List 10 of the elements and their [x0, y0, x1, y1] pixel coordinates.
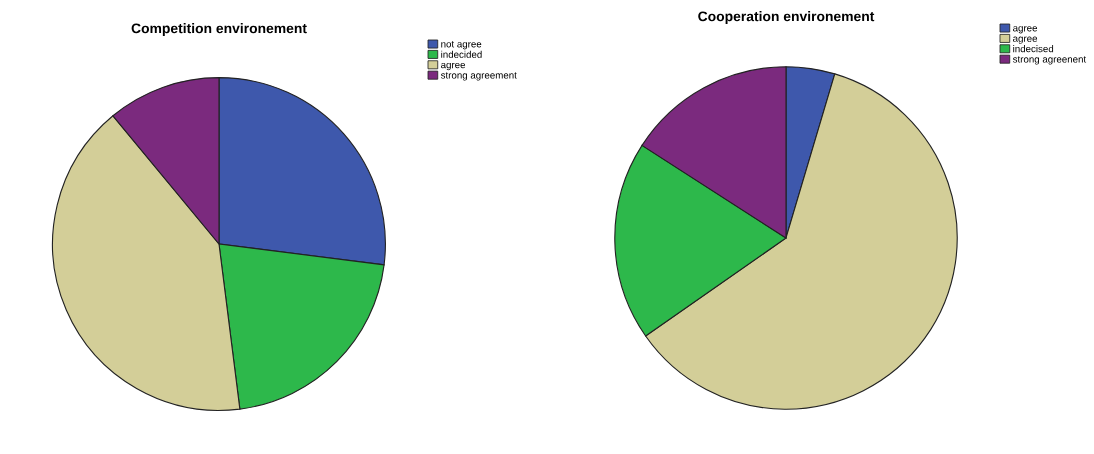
legend-label: not agree — [441, 41, 482, 50]
legend-label: strong agreenent — [1012, 56, 1087, 65]
legend-label: agree — [1013, 26, 1038, 34]
legend-label: agree — [441, 62, 466, 71]
chart-title: Cooperation environement — [698, 11, 875, 24]
chart-title: Competition environement — [131, 23, 307, 36]
legend-label: agree — [1013, 36, 1038, 44]
legend-label: indecided — [441, 50, 482, 58]
legend-label: indecised — [1013, 45, 1054, 53]
legend-label: strong agreement — [440, 72, 517, 81]
